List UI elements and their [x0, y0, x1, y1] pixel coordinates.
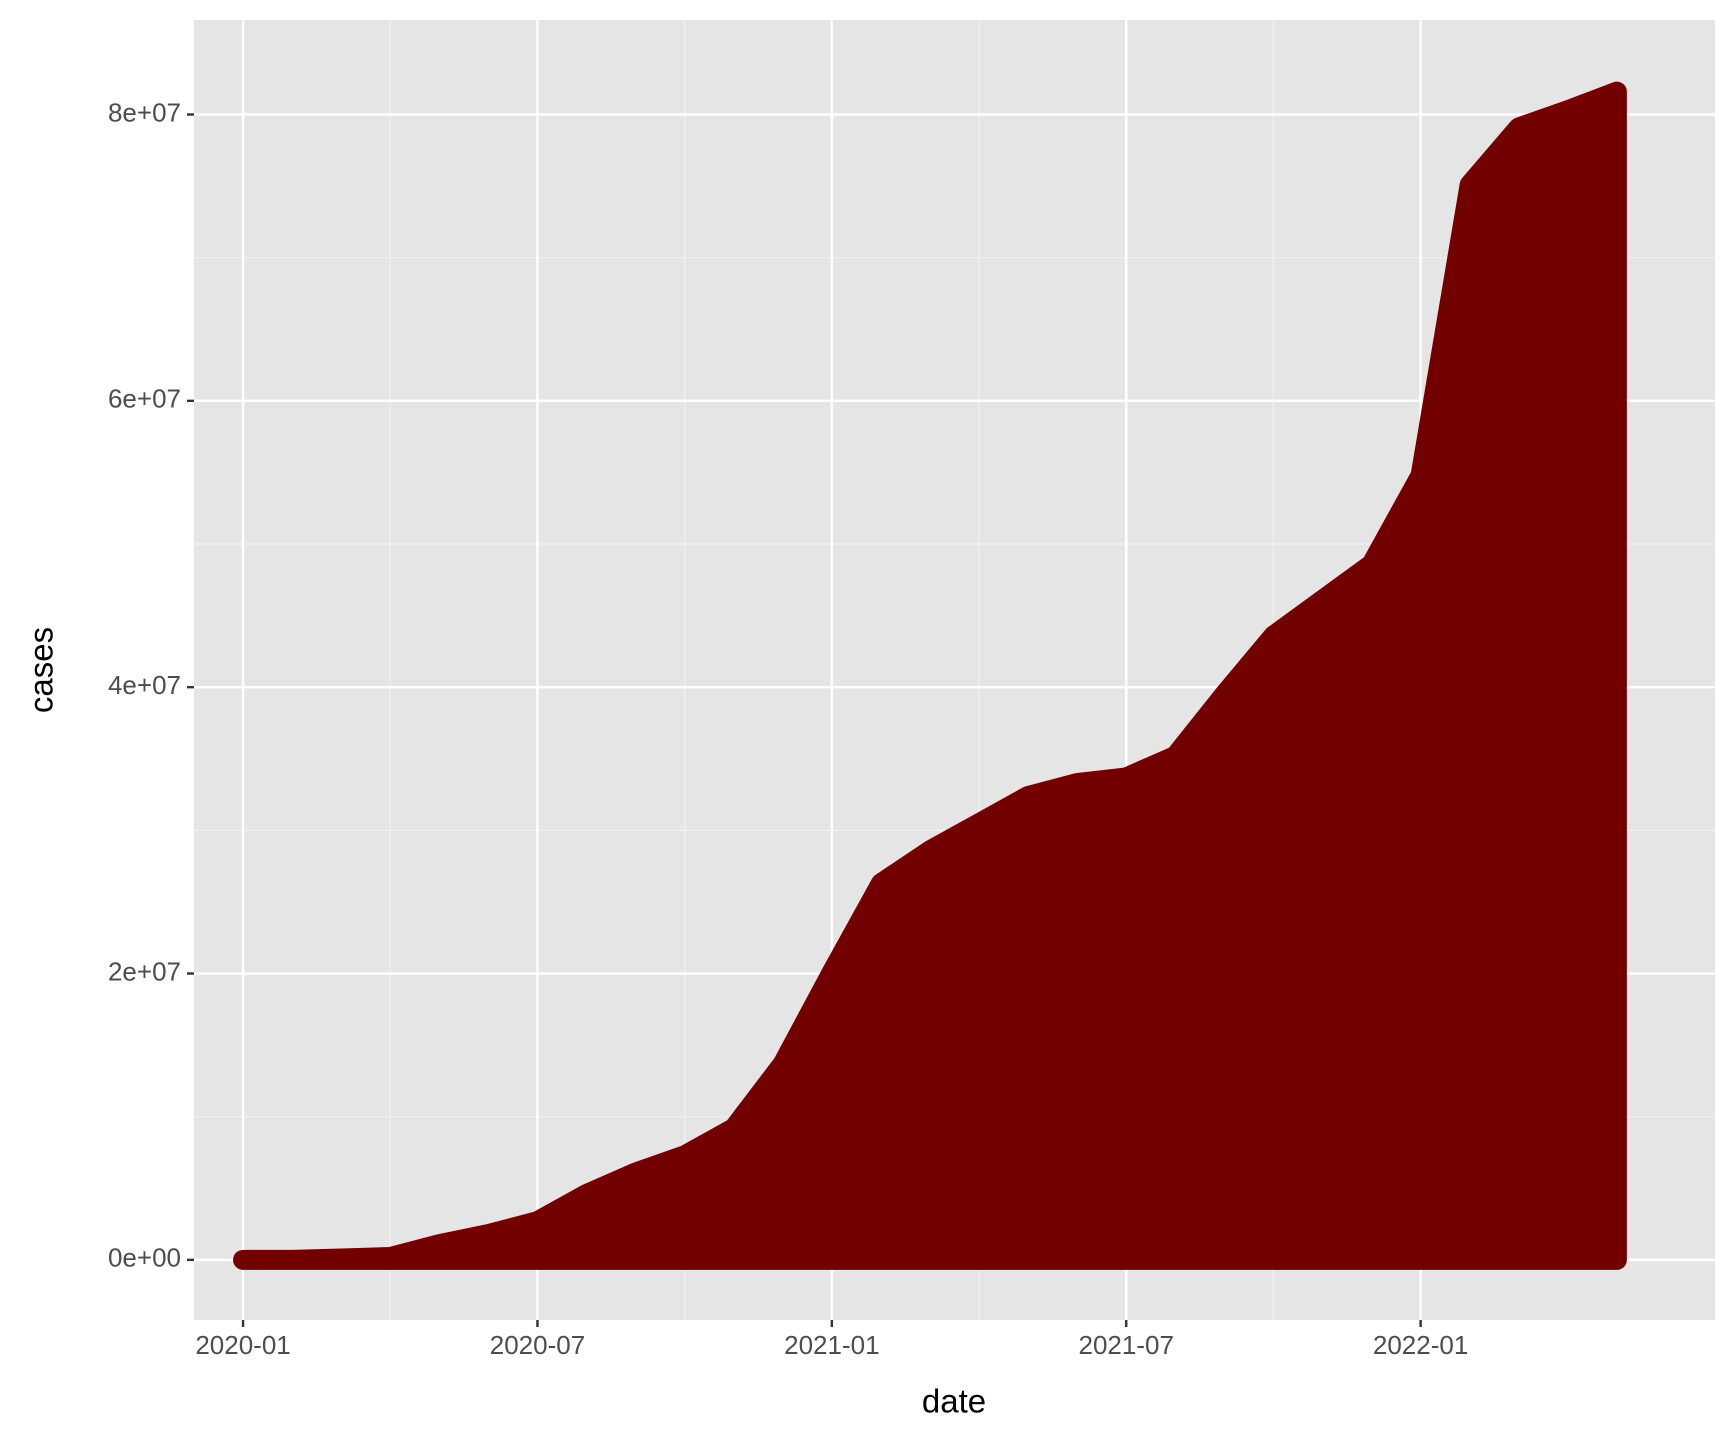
y-tick-label: 6e+07	[108, 384, 181, 414]
x-axis-title: date	[922, 1383, 986, 1420]
marks	[233, 81, 1627, 1270]
x-tick-label: 2020-01	[195, 1330, 290, 1360]
y-tick-label: 0e+00	[108, 1243, 181, 1273]
x-tick-label: 2021-01	[784, 1330, 879, 1360]
x-tick-label: 2020-07	[490, 1330, 585, 1360]
x-tick-label: 2022-01	[1373, 1330, 1468, 1360]
x-tick-label: 2021-07	[1079, 1330, 1174, 1360]
y-axis-title: cases	[23, 627, 60, 713]
y-tick-label: 2e+07	[108, 956, 181, 986]
area	[233, 81, 1627, 1270]
y-tick-label: 4e+07	[108, 670, 181, 700]
axes: 0e+00 2e+07 4e+07 6e+07 8e+07 2020-01 2020-07 2…	[108, 97, 1468, 1360]
y-tick-label: 8e+07	[108, 97, 181, 127]
